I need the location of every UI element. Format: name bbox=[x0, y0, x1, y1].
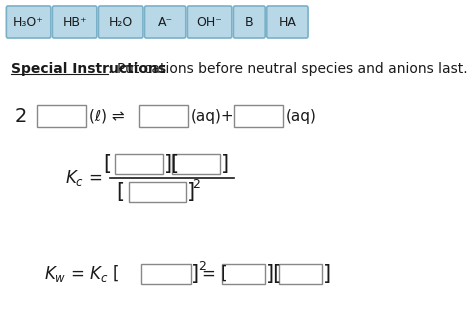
Text: B: B bbox=[245, 15, 254, 29]
Text: ]: ] bbox=[221, 154, 229, 174]
Text: (aq)+: (aq)+ bbox=[191, 108, 234, 124]
FancyBboxPatch shape bbox=[233, 6, 265, 38]
Text: $K_w$ = $K_c$ [: $K_w$ = $K_c$ [ bbox=[44, 264, 119, 284]
FancyBboxPatch shape bbox=[99, 6, 143, 38]
Text: 2: 2 bbox=[14, 107, 27, 126]
Text: H₂O: H₂O bbox=[109, 15, 133, 29]
Text: ][: ][ bbox=[266, 264, 282, 284]
Bar bbox=[172, 154, 220, 174]
Text: ]: ] bbox=[187, 182, 195, 202]
Text: (aq): (aq) bbox=[286, 108, 317, 124]
Text: ]: ] bbox=[191, 264, 200, 284]
Text: 2: 2 bbox=[192, 178, 200, 192]
FancyBboxPatch shape bbox=[6, 6, 51, 38]
FancyBboxPatch shape bbox=[187, 6, 232, 38]
Text: = [: = [ bbox=[202, 265, 228, 283]
Text: 2: 2 bbox=[198, 261, 206, 273]
Text: A⁻: A⁻ bbox=[157, 15, 173, 29]
Text: : Put cations before neutral species and anions last.: : Put cations before neutral species and… bbox=[108, 62, 467, 76]
Text: (ℓ) ⇌: (ℓ) ⇌ bbox=[89, 108, 125, 124]
Bar bbox=[280, 264, 322, 284]
Text: H₃O⁺: H₃O⁺ bbox=[13, 15, 44, 29]
Bar bbox=[36, 105, 86, 127]
Text: [: [ bbox=[103, 154, 111, 174]
Bar bbox=[128, 182, 186, 202]
Text: Special Instructions: Special Instructions bbox=[11, 62, 166, 76]
Text: ][: ][ bbox=[164, 154, 180, 174]
FancyBboxPatch shape bbox=[53, 6, 97, 38]
Text: ]: ] bbox=[323, 264, 331, 284]
Bar bbox=[139, 105, 188, 127]
Text: HA: HA bbox=[278, 15, 296, 29]
Text: OH⁻: OH⁻ bbox=[197, 15, 222, 29]
Bar bbox=[115, 154, 163, 174]
Text: [: [ bbox=[117, 182, 125, 202]
Bar bbox=[222, 264, 265, 284]
Text: HB⁺: HB⁺ bbox=[62, 15, 87, 29]
Bar bbox=[234, 105, 283, 127]
Text: $K_c$ =: $K_c$ = bbox=[65, 168, 102, 188]
FancyBboxPatch shape bbox=[267, 6, 308, 38]
FancyBboxPatch shape bbox=[145, 6, 186, 38]
Bar bbox=[141, 264, 191, 284]
